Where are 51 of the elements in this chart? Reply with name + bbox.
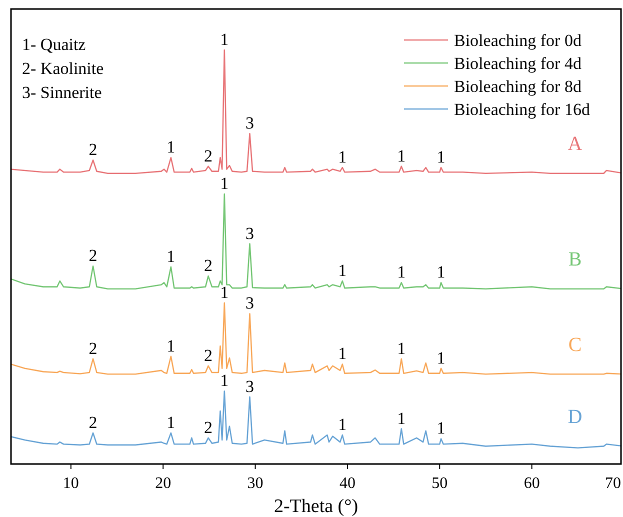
legend-label: Bioleaching for 16d <box>454 100 590 119</box>
annotation: 3 <box>245 114 254 133</box>
annotation: 2 <box>88 412 98 432</box>
annotation: 1 <box>166 138 176 157</box>
annotation: C <box>568 334 582 356</box>
legend-label: Bioleaching for 8d <box>454 77 582 96</box>
annotation: B <box>568 248 582 270</box>
x-tick-label: 10 <box>62 475 79 492</box>
annotation: 3 <box>245 224 254 243</box>
x-tick-label: 70 <box>605 475 621 492</box>
annotation: 3 <box>245 376 254 396</box>
annotation: 1 <box>436 262 446 282</box>
legend-label: Bioleaching for 4d <box>454 54 582 73</box>
annotation: 2 <box>88 246 98 266</box>
annotation: 3- Sinnerite <box>22 83 102 102</box>
x-axis-title: 2-Theta (°) <box>274 496 358 517</box>
annotation: 1 <box>220 371 229 390</box>
annotation: 2 <box>204 256 213 276</box>
annotation: 2 <box>204 346 213 365</box>
x-tick-label: 50 <box>432 475 448 492</box>
annotation: 1 <box>436 348 446 368</box>
annotation: 1 <box>220 174 229 194</box>
annotation: 1 <box>397 338 406 358</box>
x-tick-label: 60 <box>524 475 540 492</box>
annotation: 1 <box>338 344 347 364</box>
x-tick-label: 30 <box>247 475 264 492</box>
annotation: 2 <box>204 418 213 437</box>
annotation: 2 <box>88 338 98 358</box>
annotation: D <box>568 406 582 428</box>
annotation: 1 <box>397 408 406 428</box>
annotation: 3 <box>245 294 254 313</box>
annotation: 1 <box>338 415 347 434</box>
x-tick-label: 20 <box>155 475 172 492</box>
annotation: 1- Quaitz <box>22 35 86 54</box>
annotation: 1 <box>397 262 406 282</box>
annotation: 1 <box>166 336 176 356</box>
annotation: 2 <box>204 146 213 166</box>
annotation: 1 <box>397 146 406 166</box>
annotation: 1 <box>220 282 229 302</box>
legend-label: Bioleaching for 0d <box>454 31 582 50</box>
annotation: 2 <box>88 140 98 160</box>
annotation: 1 <box>436 148 446 167</box>
annotation: 1 <box>338 148 347 167</box>
annotation: 1 <box>166 246 176 266</box>
annotation: 1 <box>220 30 229 49</box>
annotation: A <box>568 132 583 155</box>
annotation: 2- Kaolinite <box>22 59 104 78</box>
annotation: 1 <box>436 418 446 438</box>
annotation: 1 <box>338 261 347 280</box>
annotation: 1 <box>166 412 176 432</box>
x-tick-label: 40 <box>339 475 356 492</box>
